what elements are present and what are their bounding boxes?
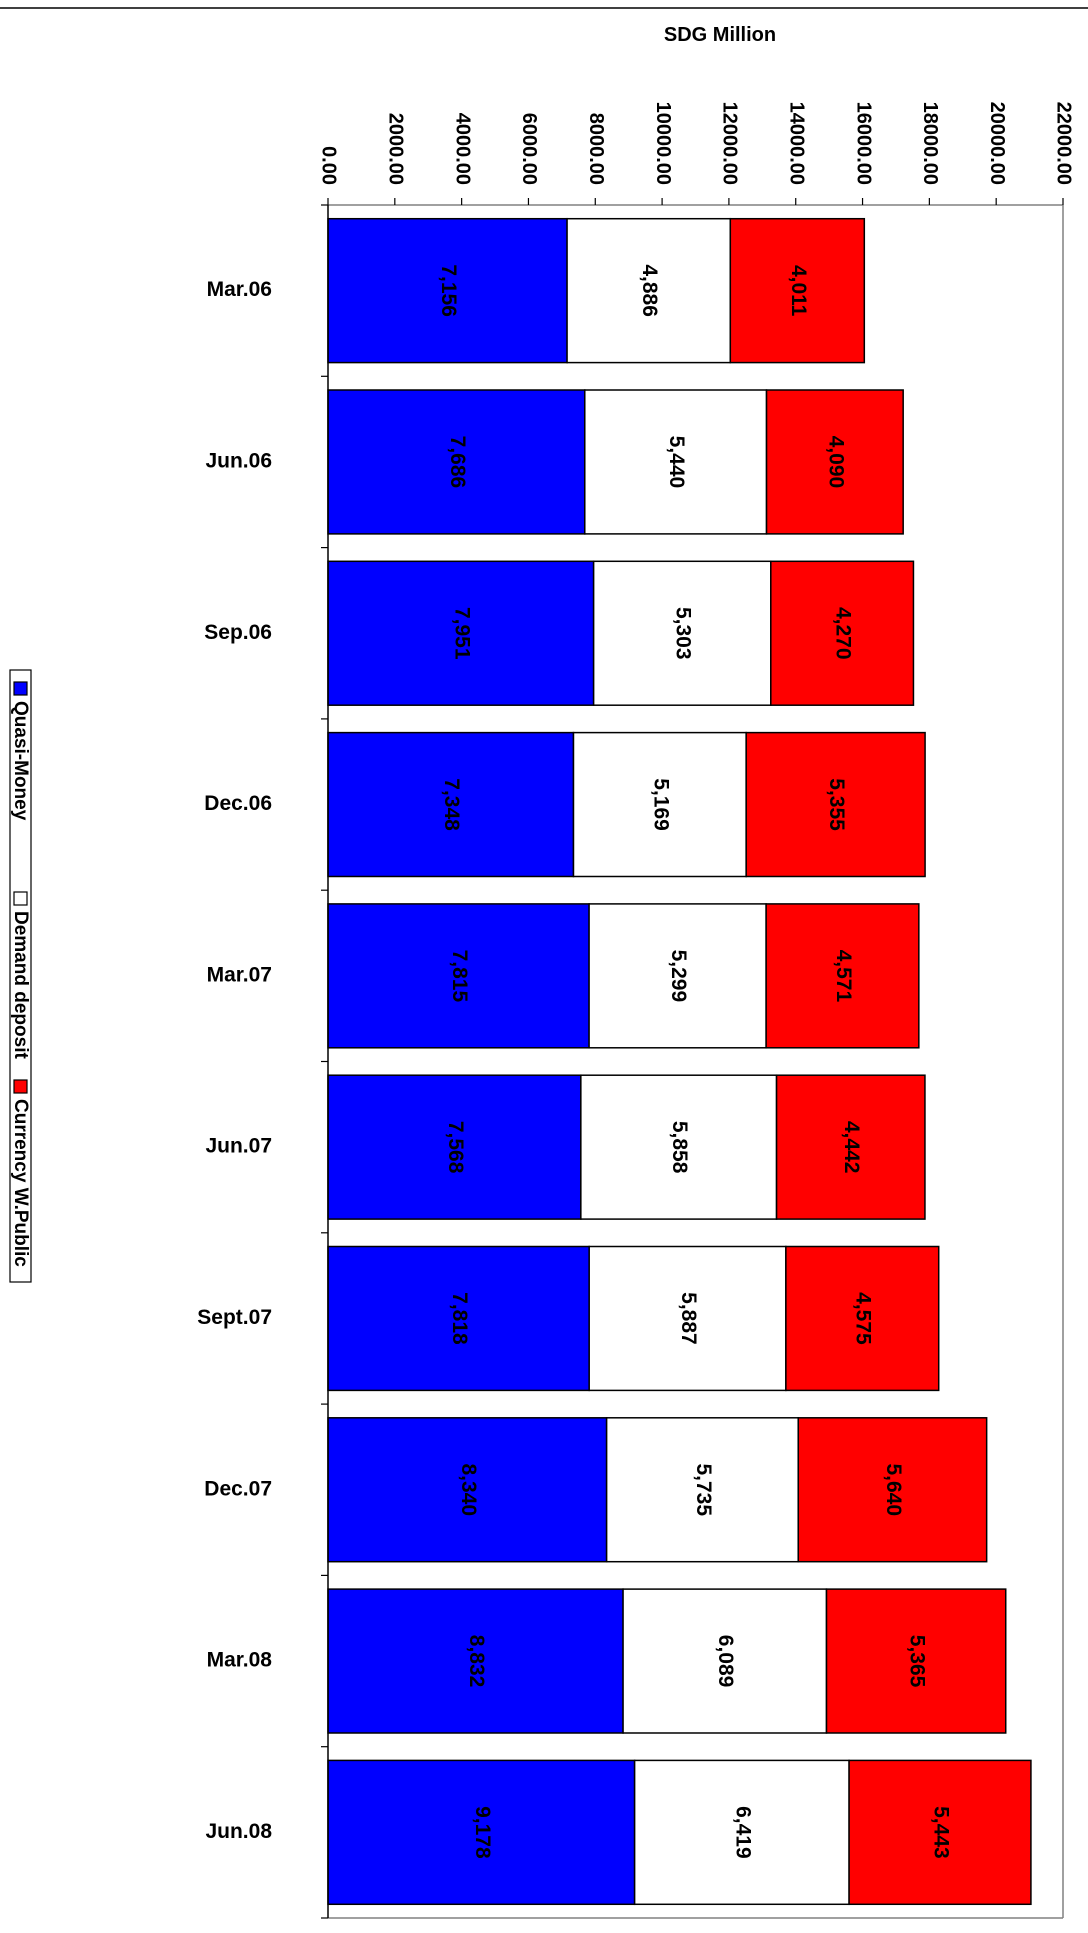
data-label-quasi-money: 7,951 <box>450 607 473 660</box>
bar-segment-demand-deposit <box>622 1588 828 1734</box>
data-label-quasi-money: 8,340 <box>457 1463 480 1516</box>
legend-swatch-demand-deposit <box>13 891 28 906</box>
data-label-quasi-money: 7,815 <box>448 950 471 1003</box>
tick-label: 14000.00 <box>785 102 807 185</box>
data-label-quasi-money: 9,178 <box>471 1806 494 1859</box>
data-label-currency-w-public: 5,365 <box>906 1635 929 1688</box>
legend-items: Quasi-Money Demand deposit Currency W.Publ… <box>10 681 31 1267</box>
bar-segment-quasi-money <box>327 1245 590 1392</box>
bar-segment-demand-deposit <box>580 1074 778 1220</box>
bar-segment-demand-deposit <box>605 1417 799 1563</box>
bar-segment-quasi-money <box>327 903 590 1049</box>
tick-label: 0.00 <box>318 146 340 185</box>
data-label-demand-deposit: 6,089 <box>714 1635 737 1688</box>
category-label: Mar.08 <box>207 1649 273 1672</box>
bar-segment-currency-w-public <box>729 217 866 364</box>
category-labels: Mar.06 Jun.06 Sep.06 Dec.06 Mar.07 Jun.07 Sept… <box>197 278 272 1843</box>
data-label-demand-deposit: 5,440 <box>665 436 688 489</box>
bar-segment-quasi-money <box>327 560 595 706</box>
category-label: Jun.06 <box>205 449 272 472</box>
data-label-currency-w-public: 5,355 <box>825 778 848 831</box>
data-label-currency-w-public: 5,443 <box>929 1806 952 1859</box>
bar-segments <box>327 217 1032 1906</box>
tick-label: 18000.00 <box>919 102 941 185</box>
category-label: Sep.06 <box>204 621 272 644</box>
data-label-demand-deposit: 4,886 <box>638 264 661 317</box>
bar-segment-currency-w-public <box>797 1417 988 1563</box>
bar-segment-quasi-money <box>327 389 586 535</box>
data-label-quasi-money: 8,832 <box>465 1635 488 1688</box>
data-label-demand-deposit: 5,303 <box>672 607 695 660</box>
data-label-demand-deposit: 5,735 <box>692 1463 715 1516</box>
legend-swatch-currency-w-public <box>13 1079 28 1094</box>
bar-segment-quasi-money <box>327 217 568 364</box>
bar-segment-currency-w-public <box>765 389 904 535</box>
category-label: Mar.07 <box>207 963 272 986</box>
bar-segment-currency-w-public <box>785 1245 940 1392</box>
bar-segment-quasi-money <box>327 1417 608 1563</box>
legend-label-quasi-money: Quasi-Money <box>10 701 31 821</box>
bar-segment-demand-deposit <box>572 731 747 878</box>
legend-label-currency-w-public: Currency W.Public <box>10 1099 31 1267</box>
tick-label: 20000.00 <box>986 102 1008 185</box>
data-label-currency-w-public: 4,011 <box>787 265 810 317</box>
bar-segment-quasi-money <box>327 1074 582 1220</box>
data-label-demand-deposit: 5,169 <box>649 778 672 831</box>
legend: Quasi-Money Demand deposit Currency W.Publ… <box>9 669 32 1283</box>
data-label-quasi-money: 7,348 <box>440 778 463 831</box>
data-labels: 7,156 4,886 4,011 7,686 5,440 4,090 7,951 5,303… <box>437 264 952 1859</box>
bar-segment-currency-w-public <box>848 1759 1032 1906</box>
tick-label: 22000.00 <box>1053 102 1075 185</box>
bar-segment-currency-w-public <box>775 1074 926 1220</box>
data-label-currency-w-public: 4,575 <box>852 1292 875 1345</box>
category-label: Sept.07 <box>197 1306 272 1329</box>
legend-label-demand-deposit: Demand deposit <box>10 911 31 1059</box>
bar-segment-demand-deposit <box>566 217 732 364</box>
bar-segment-currency-w-public <box>745 731 926 878</box>
bar-segment-currency-w-public <box>770 560 915 706</box>
tick-label: 6000.00 <box>518 113 540 185</box>
data-label-currency-w-public: 4,270 <box>832 607 855 660</box>
category-label: Dec.06 <box>204 792 272 815</box>
value-axis-title: SDG Million <box>664 24 776 46</box>
bar-segment-quasi-money <box>327 1759 636 1906</box>
legend-swatch-quasi-money <box>13 681 28 696</box>
data-label-quasi-money: 7,818 <box>448 1292 471 1345</box>
category-label: Jun.07 <box>205 1135 272 1158</box>
data-label-demand-deposit: 5,858 <box>668 1121 691 1174</box>
data-label-currency-w-public: 4,090 <box>824 436 847 489</box>
data-label-quasi-money: 7,156 <box>437 264 460 317</box>
tick-label: 2000.00 <box>385 113 407 185</box>
tick-label: 10000.00 <box>652 102 674 185</box>
data-label-quasi-money: 7,568 <box>444 1121 467 1174</box>
data-label-demand-deposit: 6,419 <box>731 1806 754 1859</box>
data-label-demand-deposit: 5,887 <box>677 1292 700 1345</box>
plot-frame <box>321 198 1064 1919</box>
data-label-currency-w-public: 4,571 <box>832 950 855 1003</box>
bar-segment-demand-deposit <box>588 903 767 1049</box>
bar-segment-demand-deposit <box>633 1759 850 1906</box>
legend-box <box>9 669 32 1283</box>
bar-segment-demand-deposit <box>588 1245 787 1392</box>
data-label-currency-w-public: 5,640 <box>882 1463 905 1516</box>
category-label: Dec.07 <box>204 1477 272 1500</box>
bar-segment-currency-w-public <box>765 903 920 1049</box>
bar-segment-quasi-money <box>327 731 575 878</box>
data-label-demand-deposit: 5,299 <box>667 950 690 1003</box>
tick-label: 16000.00 <box>852 102 874 185</box>
value-axis-tick-labels: 0.00 2000.00 4000.00 6000.00 8000.00 10000.00… <box>318 102 1075 185</box>
category-label: Jun.08 <box>205 1820 272 1843</box>
bar-segment-currency-w-public <box>825 1588 1007 1734</box>
data-label-quasi-money: 7,686 <box>446 436 469 489</box>
category-label: Mar.06 <box>207 278 272 301</box>
tick-label: 4000.00 <box>451 113 473 185</box>
tick-label: 8000.00 <box>585 113 607 185</box>
bar-segment-demand-deposit <box>592 560 772 706</box>
data-label-currency-w-public: 4,442 <box>840 1121 863 1174</box>
tick-label: 12000.00 <box>719 102 741 185</box>
